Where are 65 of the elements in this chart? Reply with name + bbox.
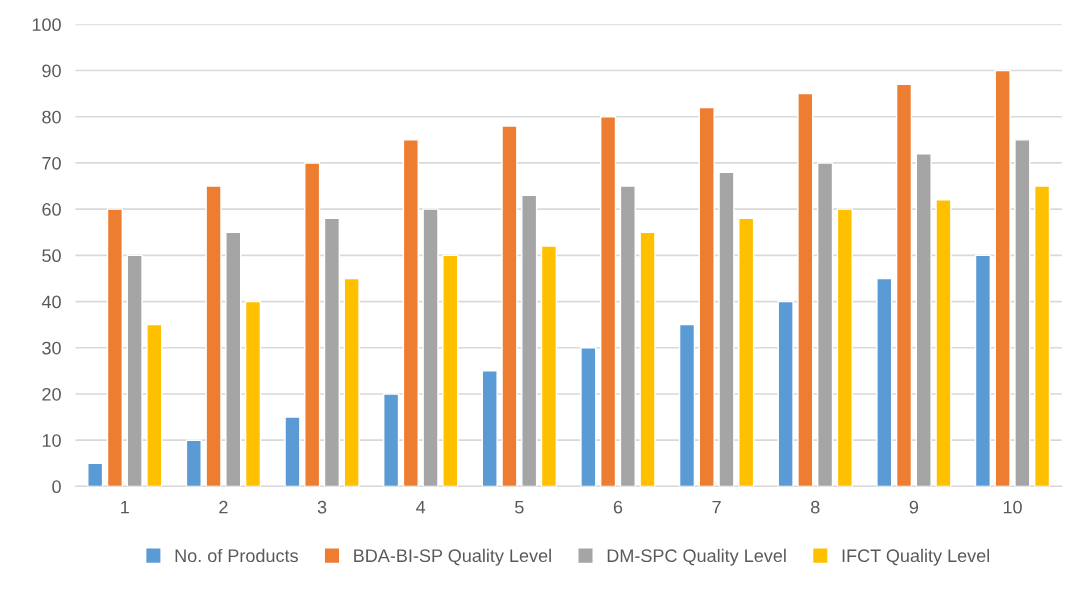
bar — [383, 393, 400, 487]
x-tick-label: 4 — [416, 500, 426, 514]
y-tick-label: 50 — [42, 249, 61, 263]
bar — [501, 125, 518, 487]
y-tick-label: 60 — [42, 203, 61, 216]
y-tick-label: 30 — [42, 341, 61, 355]
bar — [244, 300, 262, 487]
bar — [343, 277, 360, 487]
x-tick-label: 10 — [1003, 500, 1022, 514]
legend-label: IFCT Quality Level — [842, 548, 990, 566]
bar — [619, 185, 636, 487]
y-tick-label: 80 — [42, 110, 61, 124]
y-tick-label: 10 — [42, 434, 61, 447]
legend-label: No. of Products — [175, 548, 298, 563]
bar — [1034, 185, 1051, 487]
bar — [205, 185, 222, 487]
bar — [106, 208, 124, 487]
bar — [718, 171, 735, 487]
bar — [422, 208, 439, 487]
bar — [876, 277, 893, 487]
bar — [817, 162, 834, 487]
x-tick-label: 6 — [613, 500, 623, 514]
bar — [185, 439, 202, 487]
bar — [915, 153, 932, 487]
bar — [895, 83, 913, 487]
x-tick-label: 3 — [317, 500, 327, 514]
bar — [540, 245, 558, 487]
legend-label: DM-SPC Quality Level — [607, 548, 786, 566]
bar — [1014, 139, 1031, 487]
bar — [87, 462, 104, 487]
bar — [323, 217, 341, 487]
y-tick-label: 90 — [42, 64, 61, 78]
x-tick-label: 7 — [712, 500, 721, 514]
y-tick-label: 0 — [52, 480, 61, 494]
legend-label: BDA-BI-SP Quality Level — [354, 548, 551, 566]
bar — [442, 254, 459, 487]
bar — [797, 92, 814, 487]
bar — [698, 106, 715, 487]
bar — [994, 69, 1011, 487]
bar — [521, 194, 538, 487]
y-tick-label: 70 — [42, 156, 61, 170]
bar — [639, 231, 656, 487]
x-tick-label: 8 — [811, 500, 820, 514]
y-tick-label: 20 — [42, 387, 61, 401]
x-tick-label: 1 — [121, 500, 129, 514]
x-tick-label: 2 — [219, 500, 228, 514]
bar — [304, 162, 321, 487]
bar — [481, 370, 498, 487]
bar — [777, 300, 794, 487]
bar — [126, 254, 143, 487]
bar — [678, 323, 696, 487]
x-tick-label: 9 — [909, 500, 919, 514]
bar — [836, 208, 853, 487]
y-tick-label: 40 — [41, 295, 61, 309]
bar — [974, 254, 992, 487]
bar — [580, 347, 597, 487]
x-tick-label: 5 — [515, 500, 524, 514]
bar — [600, 116, 617, 487]
y-tick-label: 100 — [32, 18, 61, 32]
bar — [146, 323, 163, 487]
bar — [284, 416, 301, 487]
bar — [738, 217, 755, 487]
bar — [935, 199, 952, 487]
bar — [225, 231, 242, 487]
bar — [402, 139, 419, 487]
